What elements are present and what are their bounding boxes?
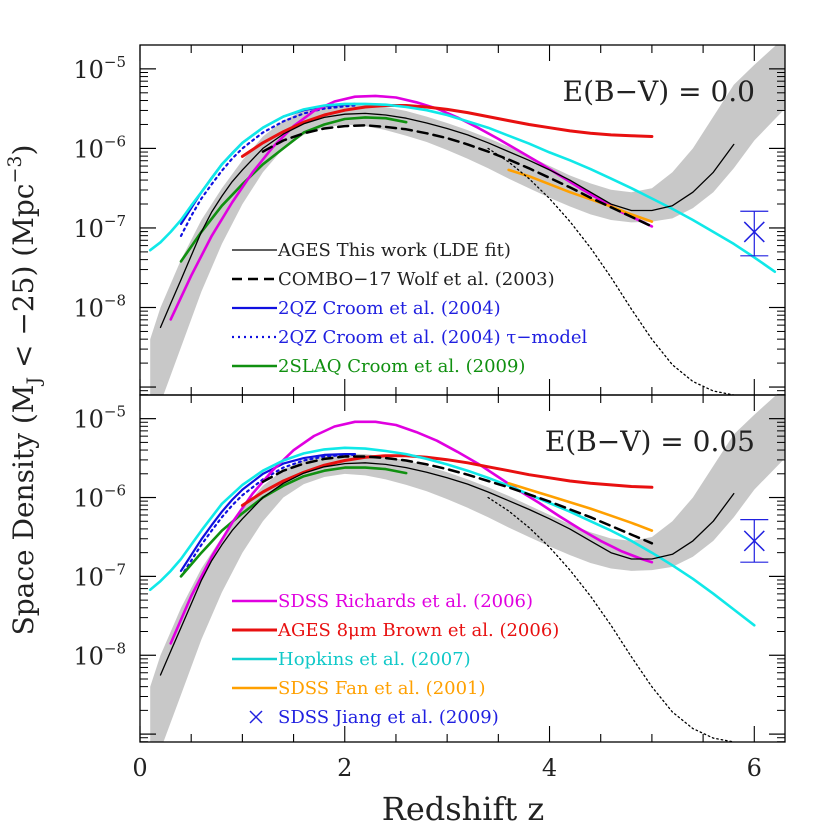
y-tick-label: 10−8: [73, 292, 126, 323]
series-line-ages-extrapolation: [487, 147, 735, 395]
series-line-sdss-richards-et-al-2006: [169, 420, 654, 645]
series-line-ages-extrapolation: [487, 496, 735, 742]
legend-label: 2QZ Croom et al. (2004): [278, 298, 501, 319]
extinction-annotation: E(B−V) = 0.0: [563, 75, 755, 108]
plot-area: [148, 395, 785, 742]
extinction-annotation: E(B−V) = 0.05: [545, 425, 755, 458]
legend-label: 2SLAQ Croom et al. (2009): [278, 356, 525, 377]
x-tick-label: 0: [132, 754, 147, 782]
x-tick-label: 2: [337, 754, 352, 782]
y-tick-label: 10−8: [73, 639, 126, 670]
plot-area: [148, 45, 785, 395]
series-line-ages-this-work-lde-fit: [159, 462, 735, 676]
legend-label: SDSS Fan et al. (2001): [278, 678, 486, 699]
series-line-combo-17-wolf-et-al-2003: [261, 455, 654, 545]
series-line-hopkins-et-al-2007: [148, 102, 777, 274]
x-tick-label: 4: [542, 754, 557, 782]
legend-label: COMBO−17 Wolf et al. (2003): [278, 269, 555, 290]
series-line-ages-8-m-brown-et-al-2006: [240, 454, 654, 507]
legend-label: AGES 8μm Brown et al. (2006): [277, 620, 559, 641]
legend-label: AGES This work (LDE fit): [277, 240, 511, 261]
legend-label: SDSS Richards et al. (2006): [278, 591, 533, 612]
series-line-sdss-fan-et-al-2001: [507, 168, 654, 223]
y-tick-label: 10−7: [73, 560, 126, 591]
series-line-2slaq-croom-et-al-2009: [179, 466, 408, 578]
uncertainty-band: [150, 395, 785, 742]
series-line-sdss-richards-et-al-2006: [169, 94, 654, 321]
series-line-2slaq-croom-et-al-2009: [179, 116, 408, 263]
y-tick-label: 10−5: [73, 403, 126, 434]
series-line-sdss-fan-et-al-2001: [507, 481, 654, 532]
panel-frame: [139, 394, 786, 743]
legend-label: 2QZ Croom et al. (2004) τ−model: [278, 327, 588, 348]
y-tick-label: 10−7: [73, 212, 126, 243]
y-tick-label: 10−5: [73, 53, 126, 84]
top-panel: 10−5 10−6 10−7 10−8 E(B−V) = 0.0 AGES This wo…: [73, 44, 786, 396]
y-tick-label: 10−6: [73, 482, 126, 513]
series-line-2qz-croom-et-al-2004: [179, 453, 357, 573]
x-tick-label: 6: [747, 754, 762, 782]
legend-label: Hopkins et al. (2007): [278, 649, 471, 670]
series-line-hopkins-et-al-2007: [148, 446, 756, 627]
x-axis-label: Redshift z: [382, 790, 545, 828]
series-line-ages-this-work-lde-fit: [159, 112, 735, 329]
jiang-marker-b: [743, 530, 765, 552]
series-line-2qz-croom-et-al-2004-model: [179, 104, 357, 237]
series-line-ages-8-m-brown-et-al-2006: [240, 104, 654, 158]
legend-marker: [249, 710, 263, 724]
legend-label: SDSS Jiang et al. (2009): [278, 707, 499, 728]
series-line-combo-17-wolf-et-al-2003: [261, 124, 654, 228]
y-axis-label: Space Density (MJ < −25) (Mpc−3): [4, 145, 45, 636]
series-line-2qz-croom-et-al-2004-model: [179, 453, 357, 578]
jiang-marker-b: [743, 221, 765, 243]
y-tick-label: 10−6: [73, 132, 126, 163]
bottom-panel: 10−5 10−6 10−7 10−8 0 2 4 6 E(B−V) = 0.05 SDSS Ri…: [73, 394, 786, 782]
